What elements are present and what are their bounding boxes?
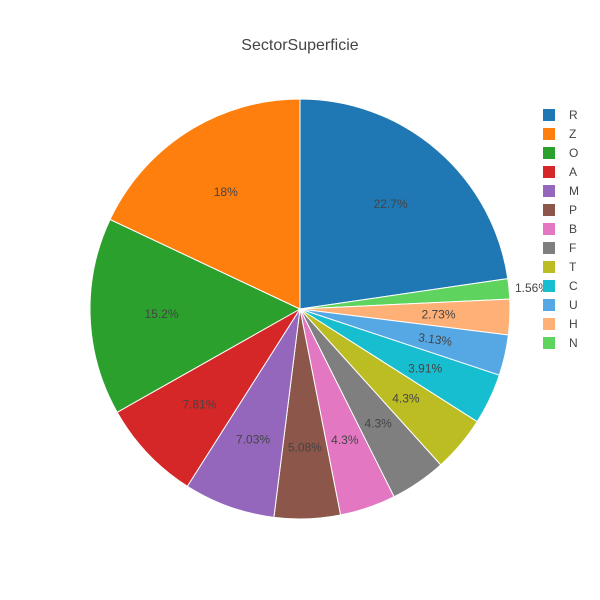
slice-label-U: 3.13% <box>417 330 453 349</box>
slice-label-P: 5.08% <box>288 441 322 455</box>
legend-label-M: M <box>569 184 579 198</box>
legend-label-B: B <box>569 222 577 236</box>
legend-swatch-M <box>543 185 555 197</box>
legend-label-P: P <box>569 203 577 217</box>
legend-item-P[interactable]: P <box>543 203 577 217</box>
legend-swatch-R <box>543 109 555 121</box>
legend-swatch-T <box>543 261 555 273</box>
pie-slice-A[interactable] <box>116 308 301 487</box>
slice-label-C: 3.91% <box>408 361 442 375</box>
legend-item-M[interactable]: M <box>543 184 579 198</box>
pie-slice-labels: 22.7% 1.56% 2.73% 3.13% 3.91% 4.3% 4.3% 4.3% 5.0… <box>144 185 549 455</box>
slice-label-T: 4.3% <box>392 391 420 405</box>
slice-label-M: 7.03% <box>236 432 270 446</box>
pie-slices <box>89 98 511 520</box>
legend-item-A[interactable]: A <box>543 165 577 179</box>
legend-label-T: T <box>569 260 577 274</box>
legend-swatch-B <box>543 223 555 235</box>
legend-swatch-F <box>543 242 555 254</box>
legend-swatch-P <box>543 204 555 216</box>
legend-label-F: F <box>569 241 576 255</box>
legend-swatch-A <box>543 166 555 178</box>
legend-label-C: C <box>569 279 578 293</box>
legend-item-T[interactable]: T <box>543 260 577 274</box>
legend-item-N[interactable]: N <box>543 336 578 350</box>
slice-label-A: 7.81% <box>182 397 216 411</box>
legend-item-Z[interactable]: Z <box>543 127 576 141</box>
chart-title: SectorSuperficie <box>241 37 358 54</box>
legend-swatch-C <box>543 280 555 292</box>
legend-label-O: O <box>569 146 578 160</box>
legend-label-U: U <box>569 298 578 312</box>
legend-swatch-Z <box>543 128 555 140</box>
pie-slice-Z[interactable] <box>109 98 301 310</box>
slice-label-N: 1.56% <box>515 281 549 295</box>
legend-item-R[interactable]: R <box>543 108 578 122</box>
slice-label-R: 22.7% <box>374 197 408 211</box>
legend-swatch-O <box>543 147 555 159</box>
legend-swatch-N <box>543 337 555 349</box>
slice-label-O: 15.2% <box>144 307 178 321</box>
pie-slice-R[interactable] <box>299 98 509 310</box>
slice-label-B: 4.3% <box>331 433 359 447</box>
legend-item-O[interactable]: O <box>543 146 578 160</box>
legend-label-A: A <box>569 165 577 179</box>
legend-swatch-H <box>543 318 555 330</box>
legend-item-B[interactable]: B <box>543 222 577 236</box>
legend-item-H[interactable]: H <box>543 317 578 331</box>
legend-label-R: R <box>569 108 578 122</box>
legend-label-N: N <box>569 336 578 350</box>
slice-label-Z: 18% <box>214 185 238 199</box>
slice-label-H: 2.73% <box>421 307 455 321</box>
legend-swatch-U <box>543 299 555 311</box>
legend-item-F[interactable]: F <box>543 241 576 255</box>
legend-item-U[interactable]: U <box>543 298 578 312</box>
pie-slice-O[interactable] <box>89 218 302 413</box>
slice-label-F: 4.3% <box>365 416 393 430</box>
legend-item-C[interactable]: C <box>543 279 578 293</box>
legend-label-Z: Z <box>569 127 576 141</box>
legend-label-H: H <box>569 317 578 331</box>
